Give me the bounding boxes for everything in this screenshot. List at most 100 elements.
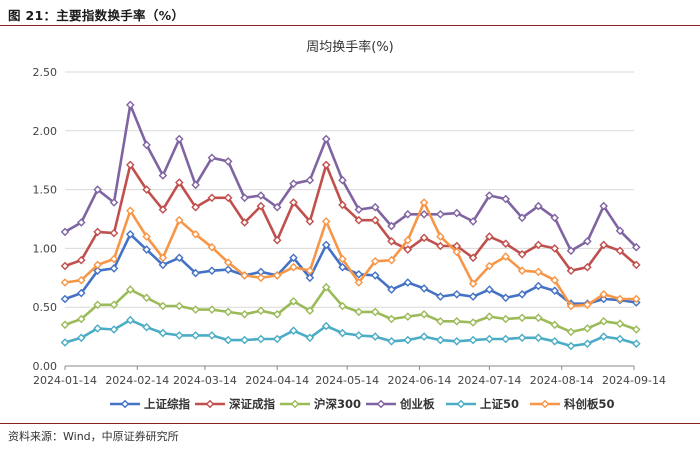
data-point (403, 278, 413, 287)
legend-marker (290, 399, 300, 409)
data-point (289, 179, 298, 188)
x-tick-label: 2024-08-14 (530, 374, 594, 387)
data-point (223, 335, 233, 345)
data-point (436, 317, 445, 326)
data-point (289, 198, 298, 207)
source-note: 资料来源：Wind，中原证券研究所 (8, 430, 179, 443)
data-point (207, 305, 217, 314)
legend-label: 上证综指 (144, 397, 190, 411)
data-point (452, 247, 462, 257)
data-point (256, 201, 266, 211)
data-point (109, 325, 119, 334)
data-point (126, 315, 135, 325)
data-point (485, 285, 494, 294)
data-point (272, 271, 282, 280)
data-point (419, 198, 429, 207)
x-tick-label: 2024-05-14 (315, 374, 379, 387)
data-point (175, 253, 184, 263)
data-point (452, 317, 462, 326)
data-point (583, 262, 592, 272)
data-point (354, 331, 364, 340)
data-point (289, 253, 298, 263)
data-point (223, 193, 233, 203)
x-tick-label: 2024-04-14 (245, 374, 309, 387)
data-point (387, 255, 396, 265)
data-point (370, 332, 380, 341)
data-point (126, 285, 135, 294)
legend-item: 沪深300 (280, 397, 361, 411)
legend-label: 创业板 (399, 397, 435, 411)
data-point (550, 275, 559, 285)
data-point (436, 241, 445, 251)
data-point (256, 306, 266, 315)
legend-marker (540, 399, 550, 409)
data-point (207, 331, 217, 340)
data-point (240, 310, 249, 319)
data-point (599, 332, 608, 341)
data-point (370, 257, 380, 266)
data-point (207, 266, 217, 275)
data-point (517, 266, 527, 275)
data-point (256, 273, 266, 283)
y-tick-label: 0.00 (33, 360, 58, 373)
x-tick-label: 2024-06-14 (387, 374, 451, 387)
data-point (338, 328, 347, 338)
data-point (191, 268, 200, 278)
data-point (338, 262, 347, 272)
x-tick-label: 2024-02-14 (105, 374, 169, 387)
data-point (338, 200, 347, 210)
data-point (354, 205, 364, 214)
data-point (60, 294, 70, 304)
data-point (272, 310, 282, 319)
data-point (175, 215, 184, 225)
y-tick-label: 0.50 (33, 301, 58, 314)
legend-marker (120, 399, 130, 409)
data-point (550, 337, 559, 346)
data-point (60, 338, 70, 347)
data-point (436, 232, 445, 241)
data-point (436, 335, 445, 345)
data-point (60, 261, 70, 271)
data-point (501, 194, 510, 204)
data-point (550, 244, 559, 253)
data-point (550, 320, 559, 330)
data-point (419, 233, 429, 243)
data-point (191, 180, 200, 190)
y-tick-label: 2.00 (33, 125, 58, 138)
data-point (175, 134, 184, 144)
data-point (517, 333, 527, 343)
data-point (501, 252, 510, 261)
data-point (60, 320, 70, 330)
legend: 上证综指 深证成指 沪深300 创业板 上证50 科创板50 (110, 397, 615, 411)
data-point (321, 160, 331, 170)
data-point (485, 232, 494, 241)
series-深证成指 (60, 160, 641, 275)
data-point (632, 242, 641, 252)
data-point (256, 191, 266, 200)
data-point (77, 288, 86, 298)
data-point (240, 193, 249, 203)
series-lines (60, 100, 641, 351)
data-point (566, 266, 576, 275)
data-point (338, 301, 347, 311)
data-point (632, 339, 641, 348)
data-point (534, 313, 543, 323)
data-point (93, 260, 102, 270)
data-point (142, 140, 151, 150)
data-point (289, 297, 298, 306)
data-point (485, 334, 494, 344)
data-point (452, 337, 462, 346)
data-point (632, 260, 641, 270)
data-point (223, 157, 233, 166)
data-point (370, 307, 380, 317)
data-point (468, 292, 478, 301)
data-point (501, 293, 510, 303)
data-point (223, 258, 233, 267)
data-point (142, 245, 151, 254)
data-point (468, 217, 478, 226)
series-创业板 (60, 100, 641, 256)
data-point (126, 100, 135, 110)
y-tick-label: 1.00 (33, 242, 58, 255)
data-point (158, 171, 168, 180)
